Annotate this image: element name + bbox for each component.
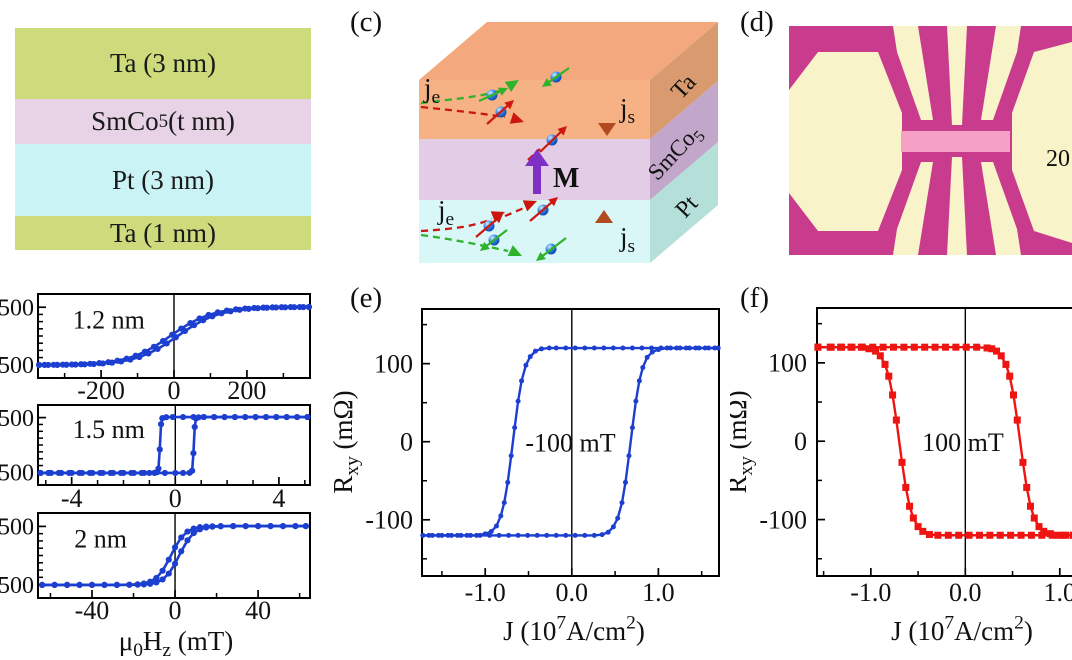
axes bbox=[421, 308, 720, 577]
stack-layer-2: Pt (3 nm) bbox=[15, 144, 311, 216]
axes bbox=[37, 404, 311, 486]
magnetization-arrow bbox=[525, 149, 549, 194]
x-axis-label: μ0Hz (mT) bbox=[119, 626, 234, 660]
data-series bbox=[814, 343, 1072, 539]
je-label-bottom: je bbox=[437, 195, 454, 230]
svg-text:100: 100 bbox=[768, 349, 807, 378]
panel-label-d: (d) bbox=[740, 6, 774, 38]
tick-labels: -200 0 200 500 -500 bbox=[0, 295, 266, 403]
hall-channel bbox=[901, 131, 1010, 152]
y-axis-label: Rxy (mΩ) bbox=[330, 390, 363, 493]
svg-text:0: 0 bbox=[169, 484, 182, 510]
magnetization-label: M bbox=[553, 163, 579, 194]
micrograph-shapes bbox=[789, 26, 1072, 255]
svg-text:0: 0 bbox=[168, 376, 181, 403]
plot-annotation: 1.2 nm bbox=[73, 305, 145, 334]
scale-label: 20 bbox=[1046, 146, 1070, 172]
chart-hysteresis-2nm: -40 0 40 500 -500 μ0Hz (mT) 2 nm bbox=[0, 512, 311, 660]
svg-text:1.0: 1.0 bbox=[642, 578, 675, 607]
chart-hysteresis-1p5nm: -4 0 4 500 -500 1.5 nm bbox=[0, 404, 311, 510]
je-label-top: je bbox=[423, 73, 440, 108]
panel-label-c: (c) bbox=[350, 6, 383, 38]
svg-text:-100: -100 bbox=[759, 505, 807, 534]
data-series bbox=[39, 522, 309, 589]
data-series bbox=[420, 345, 721, 538]
panel-label-f: (f) bbox=[740, 282, 769, 314]
hall-bar-micrograph: 20 bbox=[789, 26, 1072, 255]
svg-text:0.0: 0.0 bbox=[556, 578, 589, 607]
plot-annotation: 1.5 nm bbox=[73, 415, 145, 444]
js-label-bottom: js bbox=[619, 222, 635, 257]
svg-text:200: 200 bbox=[227, 376, 266, 403]
plot-annotation: 2 nm bbox=[74, 525, 127, 554]
svg-text:-100: -100 bbox=[365, 506, 413, 535]
svg-text:0: 0 bbox=[794, 427, 807, 456]
plot-annotation: -100 mT bbox=[525, 429, 615, 458]
chart-rxy-vs-j-pos100mT: -1.0 0.0 1.0 100 0 -100 J (107A/cm2) Rxy (mΩ) 10… bbox=[730, 307, 1072, 646]
axes bbox=[816, 307, 1072, 577]
tick-labels: -40 0 40 500 -500 bbox=[0, 515, 271, 625]
plot-annotation: 100 mT bbox=[922, 428, 1004, 457]
svg-text:-40: -40 bbox=[75, 596, 110, 625]
svg-text:-4: -4 bbox=[61, 484, 83, 510]
spin-hall-arrows bbox=[420, 67, 616, 261]
stack-layer-3: Ta (1 nm) bbox=[15, 216, 311, 250]
chart-hysteresis-1p2nm: -200 0 200 500 -500 1.2 nm bbox=[0, 293, 313, 403]
svg-text:40: 40 bbox=[245, 596, 271, 625]
x-axis-label: J (107A/cm2) bbox=[503, 613, 645, 646]
svg-text:-200: -200 bbox=[77, 376, 125, 403]
svg-text:500: 500 bbox=[0, 515, 34, 541]
svg-text:100: 100 bbox=[374, 349, 413, 378]
svg-text:500: 500 bbox=[0, 295, 34, 321]
svg-text:-1.0: -1.0 bbox=[465, 578, 506, 607]
tick-labels: -1.0 0.0 1.0 100 0 -100 bbox=[759, 349, 1072, 607]
stack-layer-1: SmCo 5 (t nm) bbox=[15, 99, 311, 144]
axes bbox=[37, 293, 311, 379]
tick-labels: -4 0 4 500 -500 bbox=[0, 406, 285, 510]
data-series bbox=[37, 413, 311, 477]
axes bbox=[37, 512, 311, 599]
svg-text:4: 4 bbox=[272, 484, 285, 510]
layer-stack-diagram: Ta (3 nm) SmCo 5 (t nm) Pt (3 nm) Ta (1 nm) bbox=[15, 28, 311, 250]
data-series bbox=[35, 303, 313, 369]
svg-text:1.0: 1.0 bbox=[1044, 578, 1072, 607]
svg-text:0.0: 0.0 bbox=[949, 578, 982, 607]
svg-text:-1.0: -1.0 bbox=[850, 578, 891, 607]
js-label-top: js bbox=[619, 93, 635, 128]
data-series bbox=[814, 343, 1072, 539]
svg-text:-500: -500 bbox=[0, 573, 34, 599]
svg-text:0: 0 bbox=[169, 596, 182, 625]
tick-labels: -1.0 0.0 1.0 100 0 -100 bbox=[365, 349, 674, 607]
svg-text:500: 500 bbox=[0, 406, 34, 432]
svg-text:-500: -500 bbox=[0, 353, 34, 379]
panel-label-e: (e) bbox=[350, 282, 383, 314]
x-axis-label: J (107A/cm2) bbox=[891, 613, 1033, 646]
y-axis-label: Rxy (mΩ) bbox=[730, 390, 757, 493]
svg-text:0: 0 bbox=[400, 428, 413, 457]
svg-text:-500: -500 bbox=[0, 461, 34, 487]
stack-layer-0: Ta (3 nm) bbox=[15, 28, 311, 99]
